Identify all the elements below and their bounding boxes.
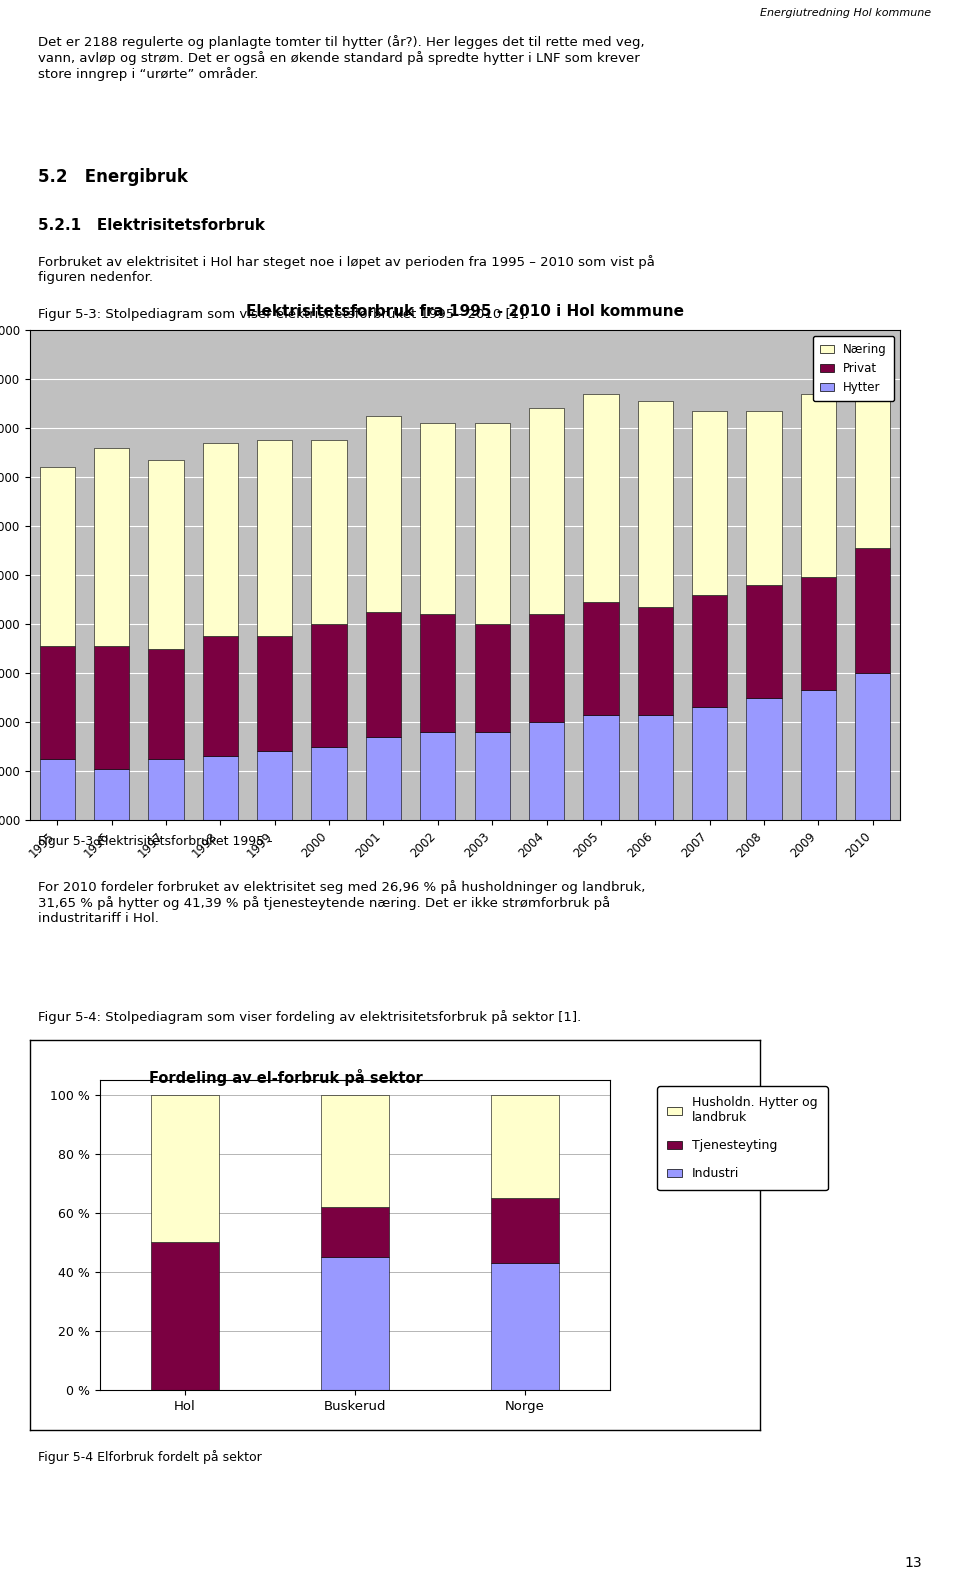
Bar [321, 1095, 389, 1208]
Text: Energiutredning Hol kommune: Energiutredning Hol kommune [760, 8, 931, 17]
Bar [94, 647, 130, 769]
Text: Figur 5-4: Stolpediagram som viser fordeling av elektrisitetsforbruk på sektor [: Figur 5-4: Stolpediagram som viser forde… [38, 1011, 582, 1023]
Bar [692, 707, 728, 820]
Bar [148, 459, 183, 648]
Bar [801, 577, 836, 690]
Bar [746, 585, 781, 698]
Bar [366, 737, 401, 820]
Bar [148, 648, 183, 760]
Bar [321, 1257, 389, 1390]
Bar [746, 412, 781, 585]
Bar [203, 636, 238, 756]
Bar [855, 358, 891, 548]
Text: For 2010 fordeler forbruket av elektrisitet seg med 26,96 % på husholdninger og : For 2010 fordeler forbruket av elektrisi… [38, 880, 646, 925]
Bar [584, 602, 618, 715]
Text: 13: 13 [904, 1556, 922, 1570]
Text: Figur 5-3: Stolpediagram som viser elektrisitetsforbruket 1995 - 2010 [1].: Figur 5-3: Stolpediagram som viser elekt… [38, 308, 529, 321]
Bar [257, 440, 293, 636]
Text: Fordeling av el-forbruk på sektor: Fordeling av el-forbruk på sektor [149, 1068, 422, 1085]
Bar [474, 624, 510, 733]
Bar [529, 615, 564, 721]
Text: Det er 2188 regulerte og planlagte tomter til hytter (år?). Her legges det til r: Det er 2188 regulerte og planlagte tomte… [38, 35, 645, 81]
Bar [257, 752, 293, 820]
Bar [151, 1243, 219, 1390]
Legend: Næring, Privat, Hytter: Næring, Privat, Hytter [812, 335, 894, 400]
Text: Figur 5-3 Elektrisitetsforbruket 1995 -: Figur 5-3 Elektrisitetsforbruket 1995 - [38, 834, 273, 849]
Bar [746, 698, 781, 820]
Bar [801, 394, 836, 577]
Bar [366, 416, 401, 612]
Bar [311, 440, 347, 624]
Bar [692, 412, 728, 594]
Bar [491, 1095, 559, 1198]
Bar [151, 1095, 219, 1243]
Bar [529, 721, 564, 820]
Bar [420, 423, 455, 615]
Bar [321, 1208, 389, 1257]
Bar [420, 733, 455, 820]
Bar [94, 769, 130, 820]
Bar [637, 400, 673, 607]
Bar [584, 394, 618, 602]
Bar [855, 548, 891, 674]
Bar [420, 615, 455, 733]
Title: Elektrisitetsforbruk fra 1995 - 2010 i Hol kommune: Elektrisitetsforbruk fra 1995 - 2010 i H… [246, 303, 684, 319]
Bar [94, 448, 130, 647]
Bar [366, 612, 401, 737]
Text: Forbruket av elektrisitet i Hol har steget noe i løpet av perioden fra 1995 – 20: Forbruket av elektrisitet i Hol har steg… [38, 254, 656, 284]
Bar [203, 756, 238, 820]
Bar [311, 624, 347, 747]
Bar [637, 607, 673, 715]
Text: Figur 5-4 Elforbruk fordelt på sektor: Figur 5-4 Elforbruk fordelt på sektor [38, 1451, 262, 1463]
Bar [257, 636, 293, 752]
Bar [491, 1263, 559, 1390]
Bar [529, 408, 564, 615]
Text: 5.2   Energibruk: 5.2 Energibruk [38, 168, 188, 186]
Bar [584, 715, 618, 820]
Bar [855, 674, 891, 820]
Bar [692, 594, 728, 707]
Text: 5.2.1   Elektrisitetsforbruk: 5.2.1 Elektrisitetsforbruk [38, 218, 265, 234]
Bar [39, 647, 75, 760]
Bar [491, 1198, 559, 1263]
Bar [39, 760, 75, 820]
Bar [637, 715, 673, 820]
Bar [474, 733, 510, 820]
Bar [311, 747, 347, 820]
Bar [148, 760, 183, 820]
Bar [39, 467, 75, 647]
Bar [801, 690, 836, 820]
Bar [474, 423, 510, 624]
Legend: Husholdn. Hytter og
landbruk, Tjenesteyting, Industri: Husholdn. Hytter og landbruk, Tjenesteyt… [657, 1087, 828, 1190]
Bar [203, 443, 238, 636]
